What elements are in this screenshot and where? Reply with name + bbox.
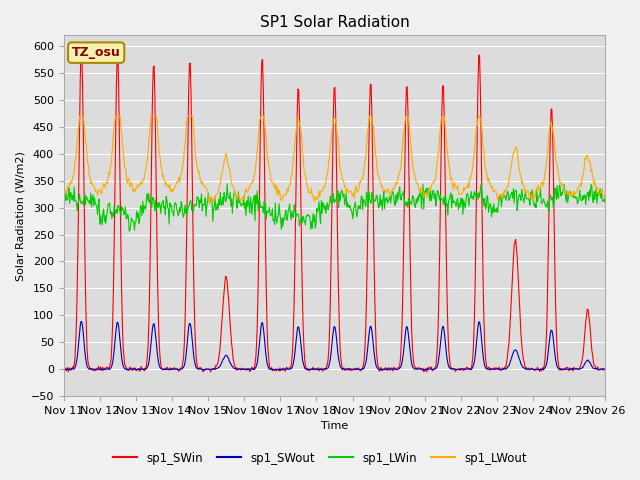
sp1_SWin — [602, 366, 609, 372]
sp1_LWout — [181, 144, 189, 149]
sp1_SWin — [418, 367, 426, 372]
sp1_LWout — [211, 193, 218, 199]
sp1_SWin — [199, 369, 207, 375]
sp1_LWin — [418, 206, 426, 212]
Text: TZ_osu: TZ_osu — [72, 46, 120, 59]
sp1_LWout — [70, 172, 77, 178]
sp1_SWout — [126, 366, 134, 372]
sp1_SWout — [70, 366, 77, 372]
sp1_SWin — [211, 365, 218, 371]
sp1_LWin — [402, 199, 410, 205]
sp1_SWin — [60, 368, 67, 373]
sp1_SWout — [378, 367, 385, 373]
sp1_LWin — [602, 192, 609, 198]
sp1_LWin — [125, 228, 133, 234]
sp1_LWin — [223, 181, 231, 187]
sp1_LWout — [402, 114, 410, 120]
Line: sp1_SWin: sp1_SWin — [63, 51, 605, 372]
sp1_LWout — [126, 184, 134, 190]
sp1_LWout — [602, 195, 609, 201]
sp1_LWin — [60, 204, 67, 210]
Y-axis label: Solar Radiation (W/m2): Solar Radiation (W/m2) — [15, 151, 25, 281]
sp1_SWin — [181, 323, 189, 328]
sp1_LWout — [76, 113, 83, 119]
sp1_SWin — [77, 48, 85, 54]
Line: sp1_SWout: sp1_SWout — [63, 322, 605, 370]
sp1_SWout — [60, 366, 67, 372]
Legend: sp1_SWin, sp1_SWout, sp1_LWin, sp1_LWout: sp1_SWin, sp1_SWout, sp1_LWin, sp1_LWout — [109, 447, 531, 469]
sp1_LWin — [210, 204, 218, 210]
sp1_SWout — [402, 328, 410, 334]
sp1_SWout — [602, 367, 609, 372]
sp1_LWin — [126, 228, 134, 233]
sp1_SWin — [402, 109, 410, 115]
Line: sp1_LWout: sp1_LWout — [63, 116, 605, 204]
sp1_LWin — [70, 198, 77, 204]
sp1_SWout — [210, 366, 218, 372]
sp1_LWin — [181, 202, 189, 208]
sp1_SWin — [70, 365, 77, 371]
Title: SP1 Solar Radiation: SP1 Solar Radiation — [260, 15, 410, 30]
sp1_SWin — [126, 364, 134, 370]
sp1_LWout — [60, 193, 67, 199]
sp1_LWout — [206, 201, 214, 207]
Line: sp1_LWin: sp1_LWin — [63, 184, 605, 231]
sp1_LWout — [418, 187, 426, 192]
sp1_SWout — [77, 319, 85, 324]
sp1_SWout — [181, 360, 189, 366]
X-axis label: Time: Time — [321, 421, 348, 432]
sp1_SWout — [418, 366, 426, 372]
